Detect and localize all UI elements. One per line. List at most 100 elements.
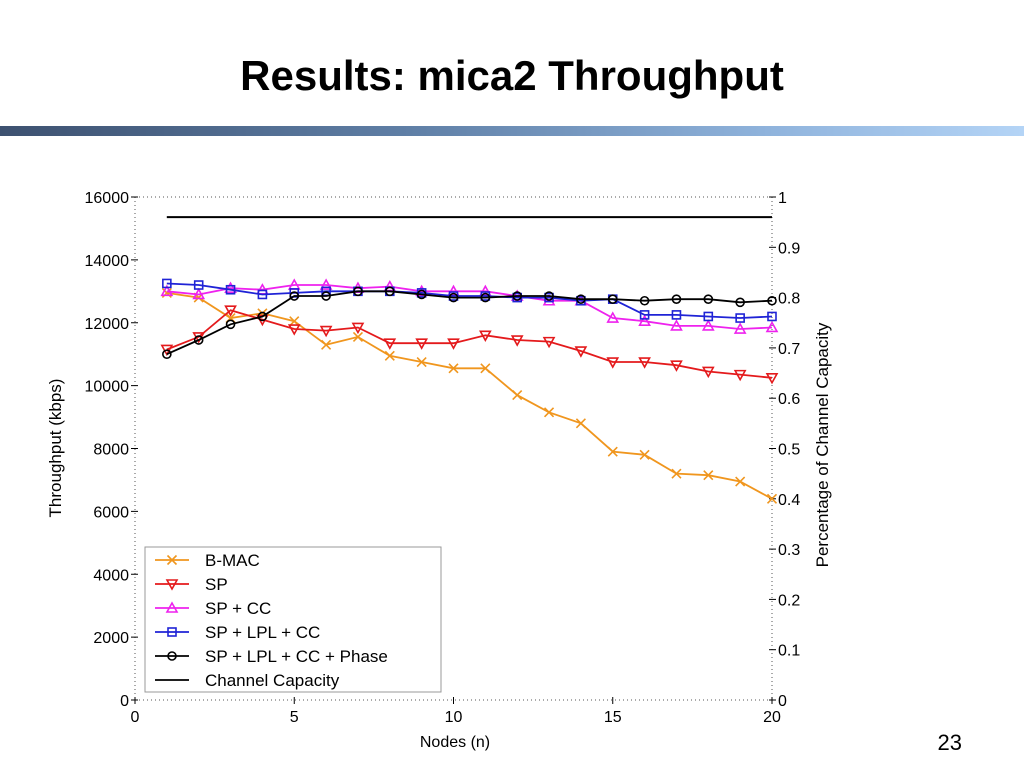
y-tick-label: 12000 xyxy=(85,316,130,333)
series-sp-lpl-cc-phase xyxy=(162,286,777,359)
data-point xyxy=(638,357,651,369)
data-point xyxy=(321,339,332,350)
data-point xyxy=(351,322,365,335)
y2-tick-label: 0.6 xyxy=(778,391,800,408)
x-tick-label: 5 xyxy=(290,709,299,726)
data-point xyxy=(289,291,300,301)
y-axis-label: Throughput (kbps) xyxy=(46,379,65,518)
data-point xyxy=(670,360,683,372)
data-point xyxy=(416,289,427,300)
data-point xyxy=(257,289,268,300)
y2-tick-label: 0 xyxy=(778,693,787,710)
data-point xyxy=(257,311,268,322)
y-tick-label: 10000 xyxy=(85,379,130,396)
data-point xyxy=(544,291,554,301)
data-point xyxy=(160,284,174,297)
data-point xyxy=(225,284,236,295)
y2-tick-label: 0.2 xyxy=(778,592,800,609)
legend-label: SP + CC xyxy=(205,599,271,618)
data-point xyxy=(193,335,204,345)
data-point xyxy=(510,335,524,347)
data-point xyxy=(383,338,397,350)
data-point xyxy=(574,346,588,358)
legend-marker xyxy=(165,579,179,591)
data-point xyxy=(512,389,523,401)
data-point xyxy=(162,278,172,289)
data-point xyxy=(765,372,779,385)
x-axis-label: Nodes (n) xyxy=(420,734,490,751)
x-tick-label: 15 xyxy=(604,709,622,726)
y2-tick-label: 0.8 xyxy=(778,291,800,308)
legend-item: SP + CC xyxy=(155,599,271,618)
series-sp-lpl-cc xyxy=(162,278,777,323)
data-point xyxy=(607,294,618,304)
data-point xyxy=(701,319,715,331)
y-tick-label: 0 xyxy=(120,693,129,710)
data-point xyxy=(352,331,364,342)
y2-tick-label: 0.5 xyxy=(778,442,800,459)
x-tick-label: 20 xyxy=(763,709,781,726)
data-point xyxy=(766,493,778,504)
data-point xyxy=(638,314,651,326)
data-point xyxy=(639,295,650,306)
legend-item: SP xyxy=(155,575,228,594)
series-b-mac xyxy=(161,287,778,504)
y2-tick-label: 0.3 xyxy=(778,542,800,559)
data-point xyxy=(224,305,237,317)
y2-tick-label: 0.9 xyxy=(778,240,800,257)
data-point xyxy=(448,363,459,374)
legend-item: SP + LPL + CC + Phase xyxy=(155,647,388,666)
y2-tick-label: 0.1 xyxy=(778,643,800,660)
data-point xyxy=(224,281,237,293)
y2-axis-label: Percentage of Channel Capacity xyxy=(813,322,832,567)
series-line-sp-lpl-cc xyxy=(166,282,773,319)
legend-marker xyxy=(167,627,177,637)
series-line-sp-cc xyxy=(166,284,773,330)
page-number: 23 xyxy=(937,730,962,755)
data-point xyxy=(606,357,620,369)
data-point xyxy=(606,311,620,323)
legend-box xyxy=(144,546,442,693)
data-point xyxy=(703,311,714,322)
data-point xyxy=(287,324,301,336)
data-point xyxy=(319,325,333,338)
legend-label: SP + LPL + CC + Phase xyxy=(205,647,388,666)
data-point xyxy=(671,294,682,304)
y-tick-label: 16000 xyxy=(85,190,130,207)
series-sp xyxy=(160,305,779,385)
data-point xyxy=(703,294,714,304)
data-point xyxy=(384,350,395,361)
data-point xyxy=(542,336,556,349)
data-point xyxy=(415,338,429,350)
y-tick-label: 6000 xyxy=(93,504,129,521)
y2-tick-label: 0.4 xyxy=(778,492,800,509)
series-line-sp xyxy=(166,309,773,379)
y-tick-label: 8000 xyxy=(93,442,129,459)
data-point xyxy=(735,476,746,487)
data-point xyxy=(671,310,682,320)
data-point xyxy=(192,287,206,300)
series-line-b-mac xyxy=(166,292,773,500)
data-point xyxy=(478,330,492,342)
data-point xyxy=(575,418,586,429)
y-tick-label: 2000 xyxy=(93,630,129,647)
data-point xyxy=(576,294,586,304)
legend-marker xyxy=(166,554,178,566)
data-point xyxy=(321,291,331,301)
data-point xyxy=(416,356,427,368)
legend-label: SP + LPL + CC xyxy=(205,623,320,642)
data-point xyxy=(512,291,523,301)
data-point xyxy=(703,470,714,481)
data-point xyxy=(543,407,555,418)
data-point xyxy=(767,311,777,322)
data-point xyxy=(353,286,363,297)
legend-label: SP xyxy=(205,575,228,594)
legend-item: SP + LPL + CC xyxy=(155,623,320,642)
data-point xyxy=(480,292,491,303)
slide-title: Results: mica2 Throughput xyxy=(240,52,784,99)
data-point xyxy=(671,468,682,479)
data-point xyxy=(607,446,618,457)
data-point xyxy=(639,449,650,460)
y2-tick-label: 0.7 xyxy=(778,341,800,358)
